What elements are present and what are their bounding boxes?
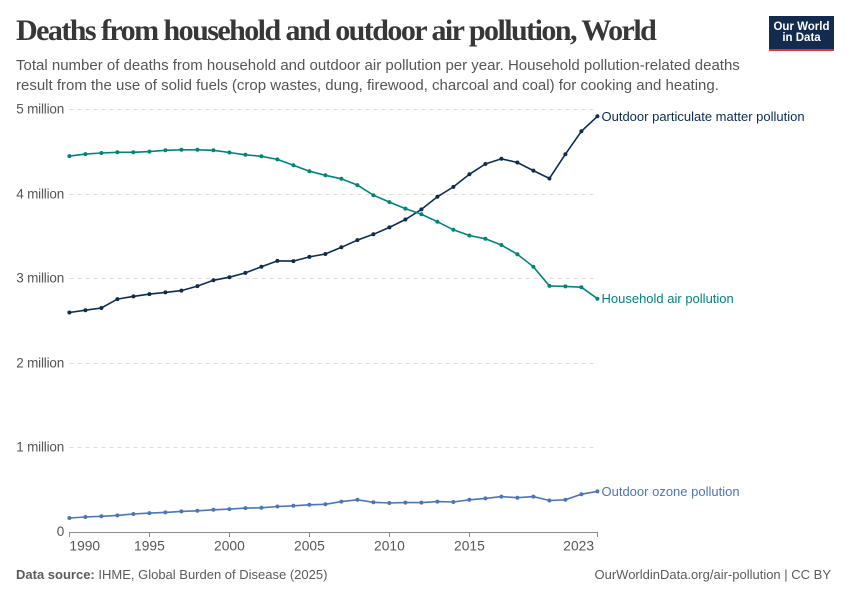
svg-text:1990: 1990 xyxy=(69,539,100,554)
svg-text:3 million: 3 million xyxy=(16,270,64,285)
svg-text:Household air pollution: Household air pollution xyxy=(602,291,734,306)
svg-text:0: 0 xyxy=(57,524,64,539)
svg-text:2010: 2010 xyxy=(374,539,405,554)
svg-text:2023: 2023 xyxy=(563,539,594,554)
svg-text:Outdoor particulate matter pol: Outdoor particulate matter pollution xyxy=(602,109,805,124)
svg-text:2015: 2015 xyxy=(454,539,485,554)
svg-text:1995: 1995 xyxy=(134,539,165,554)
svg-text:2005: 2005 xyxy=(294,539,325,554)
svg-text:2 million: 2 million xyxy=(16,355,64,370)
svg-text:4 million: 4 million xyxy=(16,186,64,201)
svg-text:1 million: 1 million xyxy=(16,439,64,454)
svg-text:2000: 2000 xyxy=(214,539,245,554)
svg-text:5 million: 5 million xyxy=(16,101,64,116)
svg-text:Outdoor ozone pollution: Outdoor ozone pollution xyxy=(602,484,740,499)
